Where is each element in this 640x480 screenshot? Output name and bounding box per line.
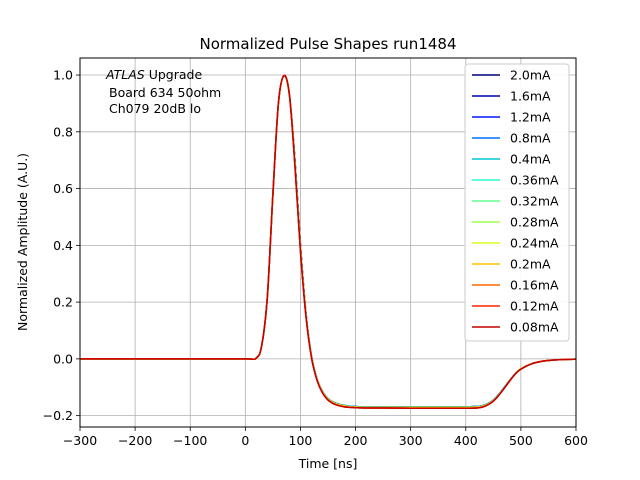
plot-area (79, 74, 577, 410)
legend-label: 0.12mA (510, 299, 559, 314)
legend-label: 0.32mA (510, 194, 559, 209)
y-tick-label: 0.8 (53, 124, 73, 139)
atlas-annotation: ATLAS Upgrade Board 634 50ohm Ch079 20dB… (105, 67, 221, 116)
chart-title: Normalized Pulse Shapes run1484 (199, 35, 456, 53)
legend-label: 0.08mA (510, 320, 559, 335)
annotation-upgrade: Upgrade (145, 67, 203, 82)
legend-label: 0.24mA (510, 236, 559, 251)
y-tick-label: 1.0 (53, 68, 73, 83)
x-tick-label: 400 (454, 433, 478, 448)
x-axis-label: Time [ns] (298, 456, 358, 471)
annotation-line-3: Ch079 20dB lo (109, 101, 201, 116)
axes-frame (79, 57, 577, 428)
y-tick-label: 0.2 (53, 295, 73, 310)
x-tick-label: 500 (509, 433, 533, 448)
x-tick-label: 100 (289, 433, 313, 448)
x-tick-label: 600 (564, 433, 588, 448)
y-tick-label: −0.2 (43, 408, 73, 423)
legend-label: 0.16mA (510, 278, 559, 293)
legend-label: 0.2mA (510, 257, 551, 272)
y-axis-label: Normalized Amplitude (A.U.) (15, 153, 30, 331)
x-tick-label: 0 (241, 433, 249, 448)
legend-label: 0.36mA (510, 173, 559, 188)
x-tick-label: −100 (173, 433, 207, 448)
x-tick-label: 300 (399, 433, 423, 448)
legend-box (464, 63, 570, 342)
y-tick-label: 0.4 (53, 238, 73, 253)
x-tick-label: −300 (63, 433, 97, 448)
x-tick-label: −200 (118, 433, 152, 448)
legend-label: 0.8mA (510, 131, 551, 146)
annotation-line-1: ATLAS Upgrade (105, 67, 202, 82)
legend: 2.0mA 1.6mA 1.2mA 0.8mA 0.4mA 0.36mA 0.32mA 0.2… (464, 63, 570, 342)
series-line-0.08mA (79, 74, 577, 410)
legend-label: 1.6mA (510, 89, 551, 104)
annotation-line-2: Board 634 50ohm (109, 85, 221, 100)
legend-label: 2.0mA (510, 68, 551, 83)
y-tick-label: 0.0 (53, 351, 73, 366)
legend-label: 0.28mA (510, 215, 559, 230)
y-tick-label: 0.6 (53, 181, 73, 196)
legend-label: 1.2mA (510, 110, 551, 125)
annotation-atlas: ATLAS (105, 67, 145, 82)
legend-label: 0.4mA (510, 152, 551, 167)
ticks: −300 −200 −100 0 100 200 300 400 500 600 −0.2 0.0 0.… (43, 68, 588, 448)
x-tick-label: 200 (344, 433, 368, 448)
